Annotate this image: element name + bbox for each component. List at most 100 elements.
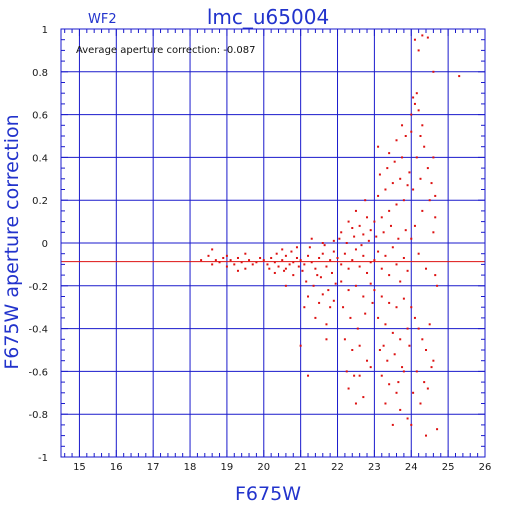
data-point <box>248 259 251 262</box>
data-point <box>222 256 225 259</box>
data-point <box>408 171 411 174</box>
data-point <box>332 299 335 302</box>
data-point <box>384 254 387 257</box>
data-point <box>391 246 394 249</box>
data-point <box>458 75 461 78</box>
data-point <box>340 231 343 234</box>
data-point <box>395 306 398 309</box>
data-point <box>292 274 295 277</box>
x-tick-label: 23 <box>368 462 381 473</box>
data-point <box>375 235 378 238</box>
y-tick-label: 0.6 <box>32 111 48 122</box>
data-point <box>329 259 332 262</box>
data-point <box>364 312 367 315</box>
data-point <box>386 359 389 362</box>
data-point <box>244 252 247 255</box>
data-point <box>434 274 437 277</box>
data-point <box>419 177 422 180</box>
data-point <box>402 297 405 300</box>
x-axis-label: F675W <box>235 483 301 505</box>
data-point <box>295 246 298 249</box>
data-point <box>423 145 426 148</box>
data-point <box>417 109 420 112</box>
data-point <box>295 256 298 259</box>
data-point <box>305 280 308 283</box>
data-point <box>425 349 428 351</box>
data-point <box>236 269 239 272</box>
data-point <box>310 237 313 240</box>
data-point <box>426 167 429 170</box>
data-point <box>207 254 210 257</box>
data-point <box>402 370 405 373</box>
data-point <box>371 301 374 304</box>
data-point <box>329 306 332 309</box>
data-point <box>354 248 357 251</box>
data-point <box>354 284 357 287</box>
data-point <box>412 188 415 191</box>
y-tick-label: 0.4 <box>32 153 48 164</box>
data-point <box>406 184 409 187</box>
data-point <box>354 209 357 212</box>
data-point <box>347 289 350 292</box>
data-point <box>436 284 439 287</box>
data-point <box>373 220 376 223</box>
data-point <box>301 269 304 272</box>
data-point <box>229 259 232 262</box>
data-point <box>419 135 422 137</box>
data-point <box>299 259 302 262</box>
chart-title: lmc_u65004 <box>207 5 329 29</box>
x-tick-label: 17 <box>147 462 160 473</box>
data-point <box>214 259 217 262</box>
data-point <box>316 274 319 277</box>
data-point <box>236 256 239 259</box>
data-point <box>275 252 278 255</box>
data-point <box>351 227 354 230</box>
data-point <box>369 229 372 232</box>
average-annotation: Average aperture correction: -0.087 <box>76 45 256 56</box>
data-point <box>399 280 402 283</box>
data-point <box>319 276 322 279</box>
data-point <box>406 327 409 330</box>
data-point <box>425 267 428 270</box>
data-point <box>366 271 369 274</box>
x-tick-label: 24 <box>405 462 418 473</box>
x-tick-label: 15 <box>73 462 86 473</box>
data-point <box>423 381 426 384</box>
data-point <box>284 284 287 287</box>
data-point <box>336 256 339 259</box>
data-point <box>325 265 328 268</box>
data-point <box>388 383 391 386</box>
data-point <box>307 254 310 257</box>
data-point <box>362 254 365 257</box>
data-point <box>373 259 376 262</box>
data-point <box>308 246 311 249</box>
data-point <box>402 256 405 259</box>
data-point <box>356 327 359 330</box>
data-point <box>318 256 321 259</box>
data-point <box>200 259 203 262</box>
data-point <box>421 338 424 341</box>
data-point <box>340 280 343 283</box>
data-point <box>259 256 262 259</box>
x-tick-label: 26 <box>479 462 492 473</box>
data-point <box>266 263 269 266</box>
data-point <box>373 289 376 292</box>
data-point <box>369 366 372 369</box>
data-point <box>406 417 409 420</box>
data-point <box>413 38 416 41</box>
plot-frame <box>60 28 486 458</box>
data-point <box>364 199 367 202</box>
data-point <box>432 359 435 362</box>
data-point <box>417 49 420 52</box>
data-point <box>399 177 402 180</box>
data-point <box>347 387 350 390</box>
data-point <box>421 124 424 127</box>
data-point <box>380 267 383 270</box>
data-point <box>377 250 380 253</box>
y-tick-label: -0.6 <box>28 367 48 378</box>
data-point <box>384 323 387 326</box>
data-point <box>397 237 400 240</box>
data-point <box>297 265 300 268</box>
data-point <box>393 160 396 163</box>
data-point <box>425 434 428 437</box>
